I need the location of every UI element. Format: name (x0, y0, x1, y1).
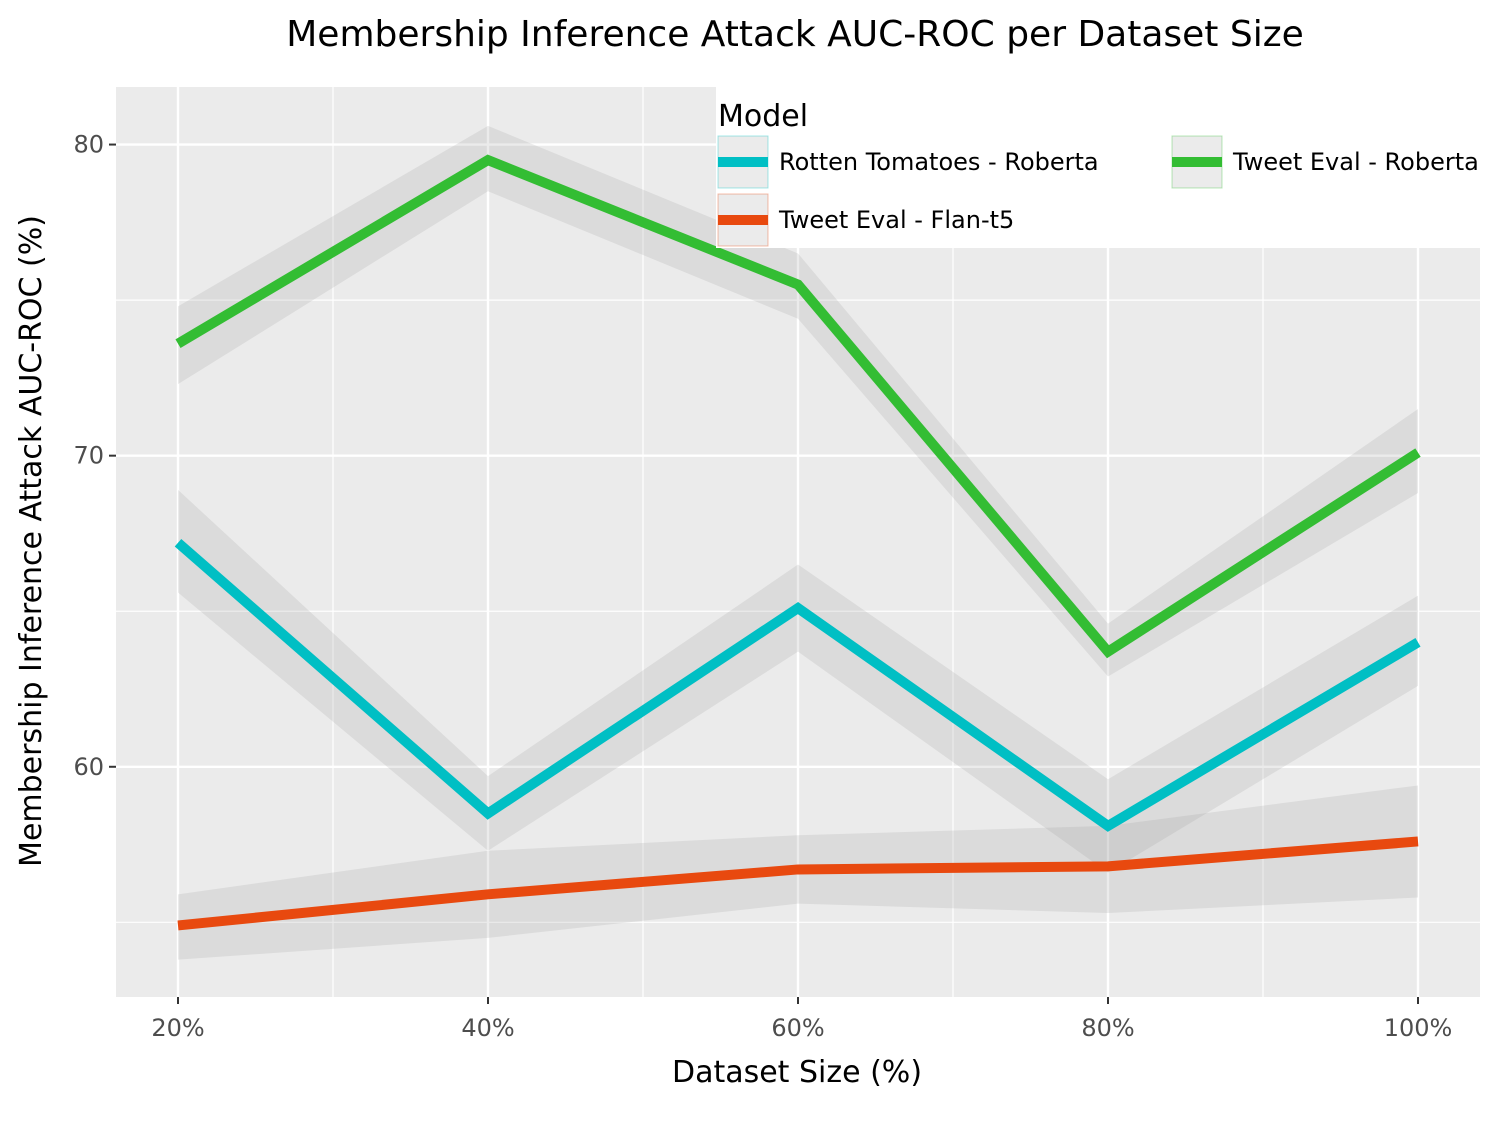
legend-title: Model (718, 99, 808, 134)
y-tick-label: 70 (73, 442, 104, 470)
legend: Model Rotten Tomatoes - Roberta Tweet Eva… (716, 87, 1494, 248)
confidence-band (178, 489, 1418, 873)
y-axis-label: Membership Inference Attack AUC-ROC (%) (14, 215, 49, 867)
series-lines (174, 154, 1421, 931)
legend-background (716, 87, 1494, 248)
series-line (177, 836, 1419, 931)
x-axis-label: Dataset Size (%) (672, 1055, 922, 1090)
legend-label: Tweet Eval - Flan-t5 (778, 206, 1014, 234)
legend-label: Rotten Tomatoes - Roberta (779, 148, 1099, 176)
y-tick-label: 80 (73, 131, 104, 159)
x-axis: 20% 40% 60% 80% 100% (151, 997, 1452, 1042)
legend-label: Tweet Eval - Roberta (1232, 148, 1479, 176)
y-tick-label: 60 (73, 753, 104, 781)
x-tick-label: 20% (151, 1014, 204, 1042)
series-line (175, 154, 1421, 659)
series-line (174, 539, 1421, 832)
x-tick-label: 100% (1384, 1014, 1453, 1042)
chart-title: Membership Inference Attack AUC-ROC per … (286, 14, 1304, 55)
y-axis: 60 70 80 (73, 131, 116, 781)
x-tick-label: 40% (461, 1014, 514, 1042)
x-tick-label: 60% (771, 1014, 824, 1042)
x-tick-label: 80% (1081, 1014, 1134, 1042)
